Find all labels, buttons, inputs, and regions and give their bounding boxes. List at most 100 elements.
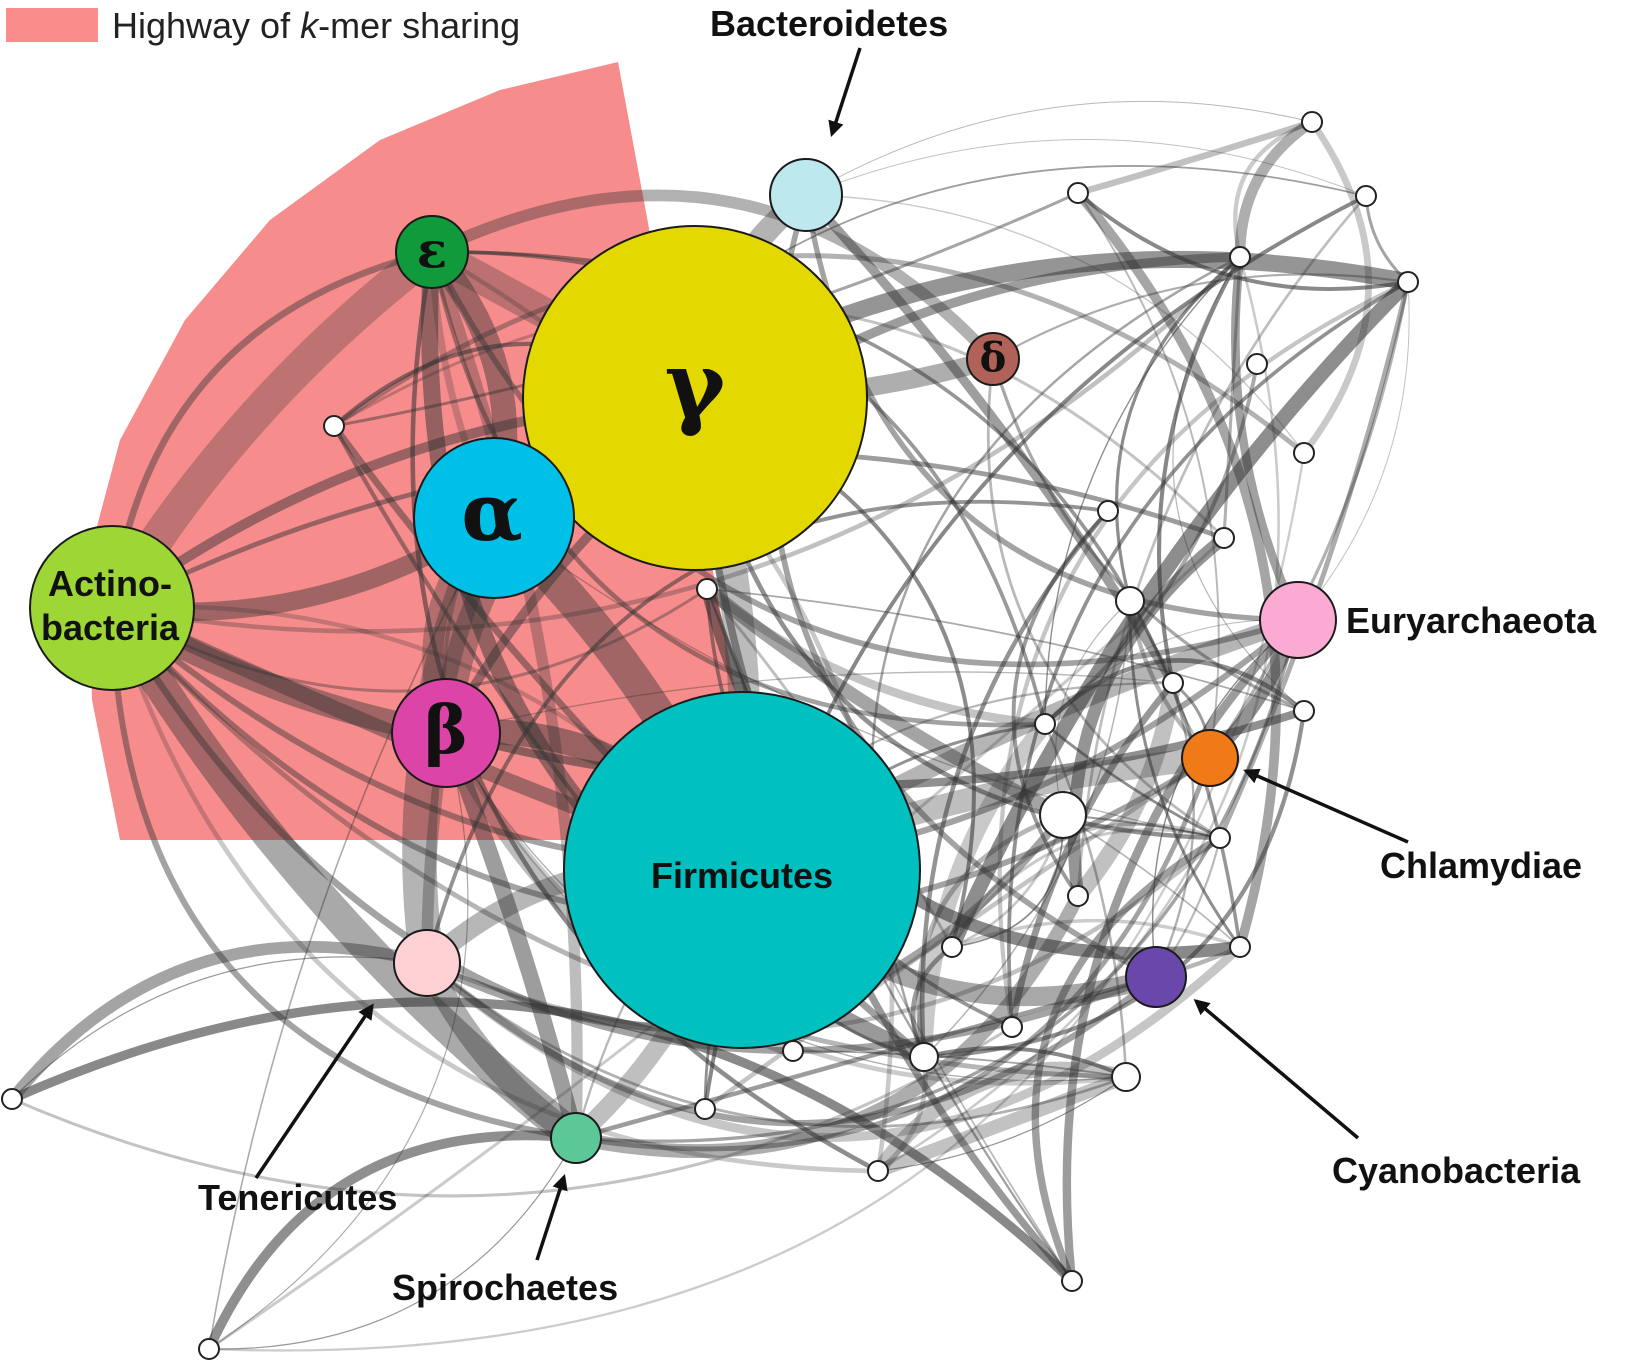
network-edge [1217,279,1411,841]
network-edge [1233,119,1315,260]
spirochaetes-node[interactable] [550,1112,602,1164]
network-edge [425,499,1110,965]
unlabeled-taxon-node[interactable] [1111,1062,1141,1092]
network-edge [997,279,1411,1030]
network-edge [1208,280,1410,760]
firmicutes-node[interactable] [563,691,921,1049]
unlabeled-taxon-node[interactable] [1067,885,1089,907]
actinobacteria-label-line2: bacteria [41,607,180,648]
legend: Highway of k-mer sharing [6,5,520,46]
unlabeled-taxon-node[interactable] [909,1042,939,1072]
euryarchaeota-node[interactable] [1259,581,1337,659]
network-edge [700,582,1070,822]
unlabeled-taxon-node[interactable] [1209,827,1231,849]
network-edge [6,941,433,1105]
network-edge [1062,615,1303,1286]
actinobacteria-node[interactable] [29,525,195,691]
unlabeled-taxon-node[interactable] [1034,713,1056,735]
spirochaetes-label: Spirochaetes [392,1267,618,1308]
network-edge [429,249,1048,728]
beta-glyph: β [424,691,468,769]
unlabeled-taxon-node[interactable] [198,1338,220,1360]
network-edge [944,274,1416,955]
unlabeled-taxon-node[interactable] [867,1160,889,1182]
actinobacteria-label-line1: Actino- [48,563,172,604]
delta-glyph: δ [980,335,1007,382]
network-edge [573,974,1159,1141]
unlabeled-taxon-node[interactable] [1097,500,1119,522]
network-edge [1231,252,1303,625]
euryarchaeota-label: Euryarchaeota [1346,600,1597,641]
unlabeled-taxon-node[interactable] [1293,442,1315,464]
network-edge [1043,362,1259,726]
unlabeled-taxon-node[interactable] [1067,182,1089,204]
callout-arrow-layer [254,47,1409,1261]
unlabeled-taxon-node[interactable] [941,936,963,958]
unlabeled-taxon-node[interactable] [1001,1016,1023,1038]
cyanobacteria-node[interactable] [1125,946,1187,1008]
bacteroidetes-node[interactable] [769,158,843,232]
unlabeled-taxon-node[interactable] [1246,353,1268,375]
delta-proteobacteria-node[interactable] [966,332,1020,386]
alpha-proteobacteria-node[interactable] [413,437,575,599]
firmicutes-label: Firmicutes [651,855,833,896]
network-edge [1157,254,1243,686]
cyanobacteria-label: Cyanobacteria [1332,1150,1581,1191]
network-edge [204,1130,581,1354]
network-edge [920,508,1111,1060]
network-edge [991,357,1306,713]
network-edge [875,1054,928,1174]
network-edge [208,1137,577,1350]
network-edge [877,1076,1127,1172]
gamma-proteobacteria-node[interactable] [522,225,868,571]
network-edge [208,517,495,1350]
chlamydiae-node[interactable] [1181,729,1239,787]
network-edge [1151,619,1299,978]
unlabeled-taxon-node[interactable] [1355,185,1377,207]
network-edge [1077,192,1220,759]
unlabeled-taxon-node[interactable] [1039,791,1087,839]
network-edge [1031,834,1224,1285]
network-edge [921,1046,1129,1080]
network-edge [706,588,1305,712]
chlamydiae-label: Chlamydiae [1380,845,1582,886]
bacteroidetes-label: Bacteroidetes [710,3,948,44]
tenericutes-label: Tenericutes [198,1177,397,1218]
network-edge [1234,116,1318,263]
unlabeled-taxon-node[interactable] [1397,271,1419,293]
unlabeled-taxon-node[interactable] [1229,246,1251,268]
tenericutes-node[interactable] [393,929,461,997]
network-edge [422,942,1245,1142]
unlabeled-taxon-node[interactable] [1293,700,1315,722]
network-edge [1069,674,1182,905]
network-edge [1222,255,1242,540]
network-edge [1074,118,1316,197]
highway-legend-label: Highway of k-mer sharing [112,5,520,46]
beta-proteobacteria-node[interactable] [391,678,501,788]
unlabeled-taxon-node[interactable] [1229,936,1251,958]
unlabeled-taxon-node[interactable] [782,1040,804,1062]
unlabeled-taxon-node[interactable] [1162,672,1184,694]
unlabeled-taxon-node[interactable] [1301,111,1323,133]
network-edge [1067,531,1231,903]
network-edge [7,997,1077,1286]
unlabeled-taxon-node[interactable] [696,578,718,600]
epsilon-proteobacteria-node[interactable] [395,215,469,289]
network-edge [109,605,1129,1080]
network-edge [910,944,955,1060]
network-edge [1062,814,1241,948]
unlabeled-taxon-node[interactable] [694,1098,716,1120]
network-edge [1007,280,1410,1029]
unlabeled-taxon-node[interactable] [1213,527,1235,549]
unlabeled-taxon-node[interactable] [1,1088,23,1110]
unlabeled-taxon-node[interactable] [1061,1270,1083,1292]
unlabeled-taxon-node[interactable] [1115,586,1145,616]
network-edge [915,715,1054,1066]
network-edge [109,605,881,1174]
alpha-glyph: α [461,465,523,559]
network-edge [921,708,1307,1060]
taxon-node-layer: Actino- bacteria γ Firmicutes α β ε δ [29,158,1337,1164]
network-edge [573,755,1213,1152]
unlabeled-taxon-node[interactable] [323,415,345,437]
network-edge [11,956,428,1100]
